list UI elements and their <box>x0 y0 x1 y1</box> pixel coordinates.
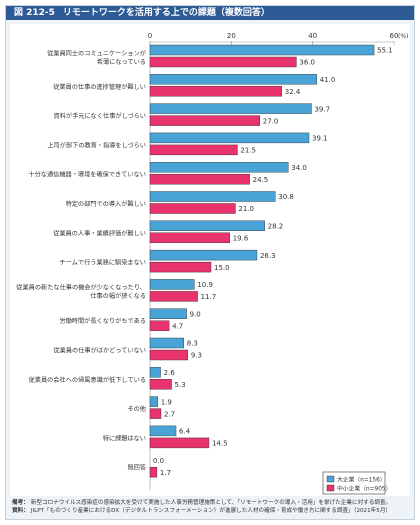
legend-swatch <box>326 484 335 492</box>
figure-title: 図 212-5 リモートワークを活用する上での課題（複数回答） <box>14 6 278 20</box>
data-label: 36.0 <box>299 59 315 67</box>
note-remarks-text: 新型コロナウイルス感染症の感染拡大を受けて実施した人事労務管理施策として、「リモ… <box>30 500 392 506</box>
figure-number: 図 212-5 <box>14 8 55 18</box>
title-bar <box>6 6 414 20</box>
bar-sme <box>149 173 250 185</box>
data-label: 5.3 <box>175 381 186 389</box>
note-source: 資料： JILPT「ものづくり産業におけるDX（デジタルトランスフォーメーション）… <box>12 508 412 515</box>
data-label: 8.3 <box>187 340 198 348</box>
bar-large-enterprise <box>149 220 265 232</box>
bar-large-enterprise <box>149 132 310 144</box>
bar-sme <box>149 349 189 361</box>
data-label: 27.0 <box>263 117 279 125</box>
bar-sme <box>149 115 261 126</box>
bar-sme <box>149 232 230 244</box>
data-label: 21.0 <box>238 205 254 213</box>
bar-large-enterprise <box>149 191 276 202</box>
category-label: 従業員の新たな仕事の機会が少なくなったり、 <box>16 284 146 292</box>
data-label: 41.0 <box>320 76 336 84</box>
bar-large-enterprise <box>149 249 258 261</box>
bar-sme <box>149 320 170 331</box>
bar-sme <box>149 467 158 478</box>
x-tick-label: 40 <box>308 32 317 40</box>
data-label: 10.9 <box>197 281 213 289</box>
data-label: 19.6 <box>233 235 249 243</box>
bar-sme <box>149 437 210 449</box>
data-label: 11.7 <box>201 293 217 301</box>
bar-large-enterprise <box>149 161 289 173</box>
bar-sme <box>149 144 238 156</box>
data-label: 14.5 <box>212 440 228 448</box>
data-label: 28.2 <box>268 223 284 231</box>
bar-sme <box>149 86 282 97</box>
data-label: 1.7 <box>160 469 171 477</box>
data-label: 39.1 <box>312 135 328 143</box>
category-label: 特に課題はない <box>103 434 146 442</box>
category-label: 仕事の幅が狭くなる <box>90 292 146 300</box>
category-label: 従業員の仕事の進捗管理が難しい <box>53 83 146 91</box>
figure-title-text: リモートワークを活用する上での課題（複数回答） <box>62 8 270 18</box>
data-label: 4.7 <box>172 322 183 330</box>
category-label: 上司が部下の教育・指導をしづらい <box>47 141 146 149</box>
x-tick-label: 20 <box>227 32 236 40</box>
category-label: 従業員の人事・業績評価が難しい <box>53 229 146 237</box>
bar-sme <box>149 56 297 68</box>
bar-sme <box>149 291 198 302</box>
data-label: 21.5 <box>240 147 256 155</box>
note-remarks: 備考： 新型コロナウイルス感染症の感染拡大を受けて実施した人事労務管理施策として、… <box>12 500 412 507</box>
bar-large-enterprise <box>149 308 187 319</box>
bar-large-enterprise <box>149 74 317 85</box>
category-label: その他 <box>127 405 146 413</box>
note-source-label: 資料： <box>12 508 29 514</box>
data-label: 0.0 <box>153 457 164 465</box>
data-label: 30.8 <box>278 193 294 201</box>
bar-large-enterprise <box>149 396 158 407</box>
data-label: 24.5 <box>253 176 269 184</box>
category-label: 特定の部門での導入が難しい <box>66 200 146 208</box>
data-label: 9.3 <box>191 352 202 360</box>
data-label: 55.1 <box>377 47 393 55</box>
data-label: 34.0 <box>291 164 307 172</box>
category-label: 希薄になっている <box>97 58 146 66</box>
data-label: 2.7 <box>164 410 175 418</box>
x-tick-label: 0 <box>148 32 152 40</box>
data-label: 26.3 <box>260 252 276 260</box>
bar-large-enterprise <box>149 44 375 56</box>
category-label: 無回答 <box>127 464 146 472</box>
bar-sme <box>149 408 162 419</box>
category-label: 資料が手元になく仕事がしづらい <box>54 112 146 120</box>
x-tick-label: 60 <box>390 32 399 40</box>
data-label: 32.4 <box>285 88 301 96</box>
unit-label: (%) <box>398 33 408 40</box>
data-label: 9.0 <box>190 310 201 318</box>
category-label: 十分な通信機器・環境を確保できていない <box>28 171 146 179</box>
category-label: チームで行う業務に馴染まない <box>60 259 146 267</box>
data-label: 39.7 <box>314 105 330 113</box>
category-label: 従業員の仕事がはかどっていない <box>53 347 146 355</box>
category-label: 従業員の会社への帰属意識が低下している <box>29 376 146 384</box>
bar-large-enterprise <box>149 337 184 349</box>
data-label: 2.6 <box>164 369 176 377</box>
legend-label: 大企業（n=156） <box>337 476 386 484</box>
category-label: 労働時間が長くなりがちである <box>59 317 146 325</box>
data-label: 6.4 <box>179 428 191 436</box>
data-label: 15.0 <box>214 264 230 272</box>
bar-large-enterprise <box>149 103 312 114</box>
note-remarks-label: 備考： <box>12 500 29 506</box>
bar-large-enterprise <box>149 279 195 290</box>
bar-sme <box>149 261 212 273</box>
category-label: 従業員同士のコミュニケーションが <box>47 49 147 57</box>
legend-box <box>322 471 386 495</box>
bar-large-enterprise <box>149 425 177 437</box>
legend-swatch <box>326 475 335 483</box>
bar-sme <box>149 379 172 390</box>
bar-large-enterprise <box>149 367 161 378</box>
data-label: 1.9 <box>161 398 172 406</box>
legend-label: 中小企業（n=905） <box>337 485 391 493</box>
note-source-text: JILPT「ものづくり産業におけるDX（デジタルトランスフォーメーション）が進展… <box>30 508 392 514</box>
bar-sme <box>149 203 236 214</box>
